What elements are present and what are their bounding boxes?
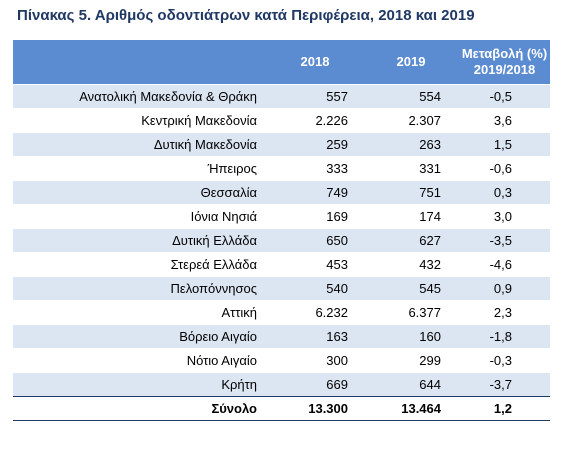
table-row: Κρήτη 669 644 -3,7 bbox=[13, 372, 550, 397]
cell: 545 bbox=[363, 276, 459, 301]
cell: 3,6 bbox=[459, 108, 550, 133]
cell: 3,0 bbox=[459, 204, 550, 229]
cell: 163 bbox=[267, 324, 363, 349]
cell: -4,6 bbox=[459, 252, 550, 277]
cell: -3,5 bbox=[459, 228, 550, 253]
cell: 331 bbox=[363, 156, 459, 181]
cell: 0,3 bbox=[459, 180, 550, 205]
row-label: Σύνολο bbox=[13, 396, 267, 421]
cell: 540 bbox=[267, 276, 363, 301]
cell: 6.232 bbox=[267, 300, 363, 325]
cell: 1,5 bbox=[459, 132, 550, 157]
row-label: Πελοπόννησος bbox=[13, 276, 267, 301]
table-row: Νότιο Αιγαίο 300 299 -0,3 bbox=[13, 348, 550, 373]
cell: -0,5 bbox=[459, 84, 550, 109]
table-row: Ανατολική Μακεδονία & Θράκη 557 554 -0,5 bbox=[13, 84, 550, 109]
header-cell: 2019 bbox=[363, 40, 459, 85]
row-label: Ήπειρος bbox=[13, 156, 267, 181]
row-label: Βόρειο Αιγαίο bbox=[13, 324, 267, 349]
cell: -1,8 bbox=[459, 324, 550, 349]
row-label: Δυτική Ελλάδα bbox=[13, 228, 267, 253]
table-row: Δυτική Μακεδονία 259 263 1,5 bbox=[13, 132, 550, 157]
cell: 644 bbox=[363, 372, 459, 397]
table-row: Βόρειο Αιγαίο 163 160 -1,8 bbox=[13, 324, 550, 349]
cell: 259 bbox=[267, 132, 363, 157]
row-label: Κεντρική Μακεδονία bbox=[13, 108, 267, 133]
cell: 669 bbox=[267, 372, 363, 397]
cell: 333 bbox=[267, 156, 363, 181]
table: 2018 2019 Μεταβολή (%) 2019/2018 Ανατολικ… bbox=[13, 40, 550, 421]
row-label: Δυτική Μακεδονία bbox=[13, 132, 267, 157]
table-row: Στερεά Ελλάδα 453 432 -4,6 bbox=[13, 252, 550, 277]
cell: 0,9 bbox=[459, 276, 550, 301]
cell: 749 bbox=[267, 180, 363, 205]
cell: 2.226 bbox=[267, 108, 363, 133]
table-row: Ήπειρος 333 331 -0,6 bbox=[13, 156, 550, 181]
cell: 557 bbox=[267, 84, 363, 109]
row-label: Θεσσαλία bbox=[13, 180, 267, 205]
cell: 1,2 bbox=[459, 396, 550, 421]
cell: 6.377 bbox=[363, 300, 459, 325]
header-row: 2018 2019 Μεταβολή (%) 2019/2018 bbox=[13, 40, 550, 85]
cell: -0,3 bbox=[459, 348, 550, 373]
row-label: Αττική bbox=[13, 300, 267, 325]
row-label: Ιόνια Νησιά bbox=[13, 204, 267, 229]
cell: 650 bbox=[267, 228, 363, 253]
table-row: Σύνολο 13.300 13.464 1,2 bbox=[13, 396, 550, 421]
cell: 263 bbox=[363, 132, 459, 157]
header-cell bbox=[13, 40, 267, 85]
cell: 554 bbox=[363, 84, 459, 109]
header-cell: Μεταβολή (%) 2019/2018 bbox=[459, 40, 550, 85]
cell: 2.307 bbox=[363, 108, 459, 133]
cell: 299 bbox=[363, 348, 459, 373]
row-label: Στερεά Ελλάδα bbox=[13, 252, 267, 277]
cell: 432 bbox=[363, 252, 459, 277]
cell: -0,6 bbox=[459, 156, 550, 181]
cell: 300 bbox=[267, 348, 363, 373]
row-label: Ανατολική Μακεδονία & Θράκη bbox=[13, 84, 267, 109]
header-text: 2019/2018 bbox=[473, 62, 536, 77]
table-row: Ιόνια Νησιά 169 174 3,0 bbox=[13, 204, 550, 229]
cell: 453 bbox=[267, 252, 363, 277]
cell: 2,3 bbox=[459, 300, 550, 325]
cell: 627 bbox=[363, 228, 459, 253]
table-row: Πελοπόννησος 540 545 0,9 bbox=[13, 276, 550, 301]
row-label: Κρήτη bbox=[13, 372, 267, 397]
table-title: Πίνακας 5. Αριθμός οδοντιάτρων κατά Περι… bbox=[17, 7, 475, 24]
table-row: Θεσσαλία 749 751 0,3 bbox=[13, 180, 550, 205]
table-row: Δυτική Ελλάδα 650 627 -3,5 bbox=[13, 228, 550, 253]
cell: 174 bbox=[363, 204, 459, 229]
cell: 160 bbox=[363, 324, 459, 349]
header-cell: 2018 bbox=[267, 40, 363, 85]
header-text: Μεταβολή (%) bbox=[461, 46, 548, 61]
cell: 13.464 bbox=[363, 396, 459, 421]
cell: -3,7 bbox=[459, 372, 550, 397]
row-label: Νότιο Αιγαίο bbox=[13, 348, 267, 373]
cell: 169 bbox=[267, 204, 363, 229]
table-row: Αττική 6.232 6.377 2,3 bbox=[13, 300, 550, 325]
cell: 751 bbox=[363, 180, 459, 205]
cell: 13.300 bbox=[267, 396, 363, 421]
table-row: Κεντρική Μακεδονία 2.226 2.307 3,6 bbox=[13, 108, 550, 133]
